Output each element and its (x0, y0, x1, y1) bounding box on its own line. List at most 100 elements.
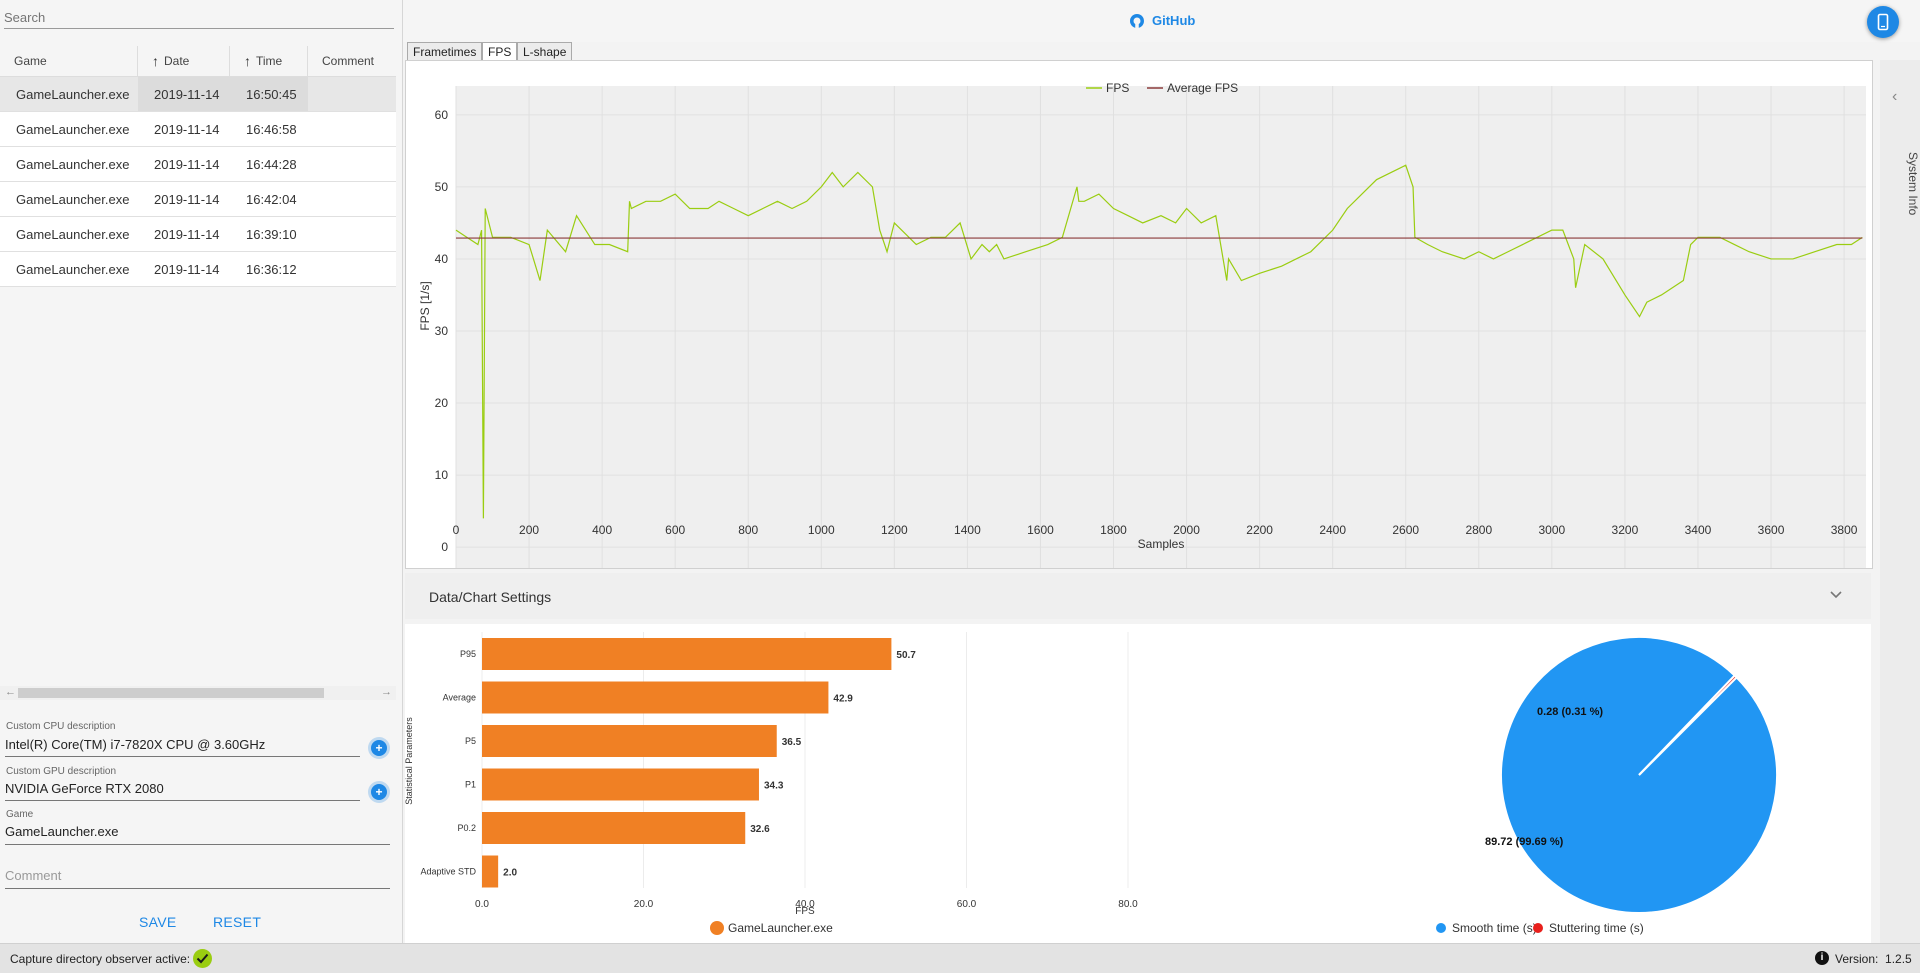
chevron-left-icon[interactable]: ‹ (1892, 88, 1898, 105)
pie-label-stutter: 0.28 (0.31 %) (1537, 706, 1603, 718)
tab-lshape-label: L-shape (523, 45, 567, 59)
table-row[interactable]: GameLauncher.exe 2019-11-14 16:36:12 (0, 252, 396, 287)
cell-comment (308, 217, 396, 251)
bar-x-tick-label: 20.0 (634, 899, 654, 910)
pie-label-smooth: 89.72 (99.69 %) (1485, 836, 1564, 848)
y-tick-label: 30 (435, 324, 449, 338)
add-cpu-icon[interactable]: + (371, 740, 387, 756)
game-field[interactable]: GameLauncher.exe (5, 824, 390, 845)
table-row[interactable]: GameLauncher.exe 2019-11-14 16:50:45 (0, 77, 396, 112)
data-chart-settings-expander[interactable]: Data/Chart Settings (405, 573, 1871, 619)
add-gpu-icon[interactable]: + (371, 784, 387, 800)
bar-x-tick-label: 60.0 (957, 899, 977, 910)
table-row[interactable]: GameLauncher.exe 2019-11-14 16:39:10 (0, 217, 396, 252)
column-header-date-label: Date (164, 54, 190, 68)
x-tick-label: 800 (738, 523, 758, 537)
search-input[interactable] (4, 6, 394, 29)
cell-game: GameLauncher.exe (16, 191, 130, 207)
fps-chart-container: 0 10 20 30 40 50 60 0 200 400 600 800 1000 1200 1400 1… (405, 60, 1873, 576)
cell-date: 2019-11-14 (154, 226, 220, 242)
x-tick-label: 2200 (1246, 523, 1273, 537)
column-header-game[interactable]: Game (0, 46, 138, 76)
cell-date: 2019-11-14 (138, 77, 230, 111)
observer-status-text: Capture directory observer active: (10, 952, 191, 966)
column-header-date[interactable]: ↑ Date (138, 46, 230, 76)
cell-time: 16:46:58 (246, 121, 297, 137)
scroll-right-icon[interactable]: → (381, 686, 392, 698)
legend-game-label: GameLauncher.exe (728, 921, 833, 935)
y-ticks: 0 10 20 30 40 50 60 (435, 108, 449, 554)
session-table: Game ↑ Date ↑ Time Comment GameLauncher.ex… (0, 46, 396, 287)
legend-game-swatch (710, 921, 724, 935)
cell-game: GameLauncher.exe (16, 261, 130, 277)
sort-ascending-icon: ↑ (244, 53, 251, 69)
cell-game: GameLauncher.exe (16, 226, 130, 242)
github-icon (1130, 13, 1144, 28)
bar-category-label: Average (443, 693, 476, 703)
fps-series-line (455, 164, 1863, 519)
github-link[interactable]: GitHub (1130, 13, 1195, 28)
legend-average-label: Average FPS (1167, 81, 1238, 95)
gpu-description-field[interactable]: NVIDIA GeForce RTX 2080 (5, 781, 360, 801)
tab-fps[interactable]: FPS (482, 42, 518, 61)
phone-icon (1877, 13, 1889, 31)
chevron-down-icon[interactable] (1829, 590, 1843, 600)
info-icon[interactable]: i (1815, 951, 1829, 965)
table-row[interactable]: GameLauncher.exe 2019-11-14 16:46:58 (0, 112, 396, 147)
column-header-time[interactable]: ↑ Time (230, 46, 308, 76)
cell-game: GameLauncher.exe (16, 156, 130, 172)
legend-stutter-swatch (1533, 923, 1543, 933)
x-tick-label: 1800 (1100, 523, 1127, 537)
plot-area (456, 86, 1866, 576)
bar-category-label: P0.2 (457, 823, 476, 833)
x-tick-label: 1600 (1027, 523, 1054, 537)
bar-y-axis-label: Statistical Parameters (405, 717, 414, 805)
y-tick-label: 10 (435, 468, 449, 482)
bar (482, 768, 759, 801)
y-tick-label: 60 (435, 108, 449, 122)
cell-date: 2019-11-14 (154, 261, 220, 277)
cell-comment (308, 112, 396, 146)
x-tick-label: 1400 (954, 523, 981, 537)
grid-lines (455, 86, 1866, 576)
tab-lshape[interactable]: L-shape (517, 42, 573, 60)
stutter-pie-chart: 89.72 (99.69 %) 0.28 (0.31 %) Smooth tim… (1436, 636, 1778, 935)
tab-frametimes[interactable]: Frametimes (407, 42, 483, 60)
save-button[interactable]: SAVE (139, 914, 177, 930)
game-label: Game (6, 809, 34, 820)
bar (482, 638, 892, 670)
bar (482, 812, 746, 844)
cell-comment (308, 182, 396, 216)
fps-chart: 0 10 20 30 40 50 60 0 200 400 600 800 1000 1200 1400 1… (418, 81, 1866, 576)
x-axis-label: Samples (1138, 537, 1185, 551)
cell-comment (308, 77, 396, 111)
tab-fps-label: FPS (488, 45, 512, 59)
scroll-left-icon[interactable]: ← (5, 686, 16, 698)
comment-field[interactable]: Comment (5, 868, 390, 889)
legend-smooth-swatch (1436, 923, 1446, 933)
scrollbar-thumb[interactable] (18, 688, 324, 698)
sort-ascending-icon: ↑ (152, 53, 159, 69)
checkmark-icon (193, 949, 212, 968)
column-header-comment[interactable]: Comment (308, 46, 396, 76)
system-info-sidebar[interactable]: ‹ System Info (1880, 60, 1920, 943)
gpu-description-label: Custom GPU description (6, 766, 117, 777)
bar-grid (481, 632, 1129, 888)
reset-button[interactable]: RESET (213, 914, 262, 930)
table-row[interactable]: GameLauncher.exe 2019-11-14 16:42:04 (0, 182, 396, 217)
bar (482, 681, 829, 714)
x-tick-label: 2000 (1173, 523, 1200, 537)
cell-comment (308, 252, 396, 286)
bar-category-label: P95 (460, 649, 476, 659)
cpu-description-field[interactable]: Intel(R) Core(TM) i7-7820X CPU @ 3.60GHz (5, 737, 360, 757)
x-tick-label: 2800 (1465, 523, 1492, 537)
legend-smooth-label: Smooth time (s) (1452, 921, 1537, 935)
x-tick-label: 1200 (881, 523, 908, 537)
y-tick-label: 20 (435, 396, 449, 410)
cell-date: 2019-11-14 (154, 156, 220, 172)
cell-game: GameLauncher.exe (16, 121, 130, 137)
pie-slice-stutter (1638, 674, 1738, 776)
x-ticks: 0 200 400 600 800 1000 1200 1400 1600 1800 2000 220… (453, 523, 1858, 537)
phone-button[interactable] (1867, 6, 1899, 38)
table-row[interactable]: GameLauncher.exe 2019-11-14 16:44:28 (0, 147, 396, 182)
